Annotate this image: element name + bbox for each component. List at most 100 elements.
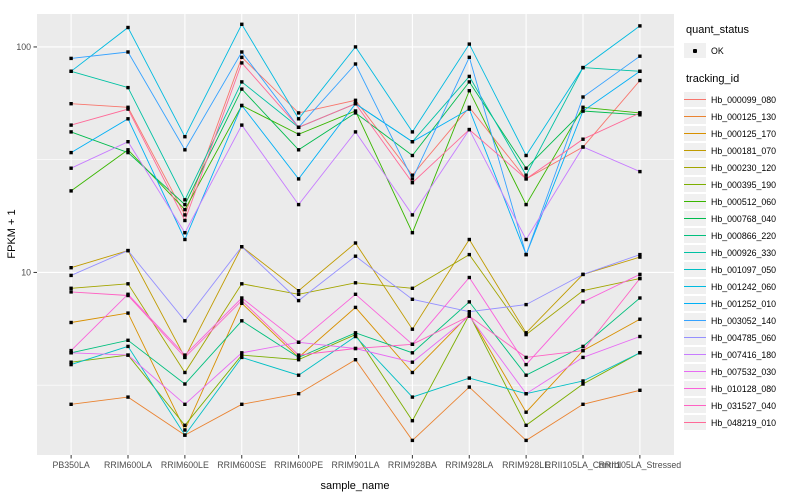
legend-label: Hb_004785_060 bbox=[711, 332, 777, 343]
data-point bbox=[467, 74, 471, 79]
line-key-icon bbox=[684, 92, 706, 107]
legend-label: Hb_000512_060 bbox=[711, 196, 777, 207]
legend: quant_status OK tracking_id Hb_000099_08… bbox=[684, 24, 796, 431]
data-point bbox=[410, 297, 415, 301]
data-point bbox=[183, 213, 187, 217]
legend-entry-Hb_048219_010: Hb_048219_010 bbox=[684, 414, 796, 431]
data-point bbox=[296, 292, 301, 296]
data-point bbox=[353, 98, 358, 102]
data-point bbox=[183, 207, 187, 212]
data-point bbox=[524, 202, 528, 207]
data-point bbox=[410, 286, 415, 290]
line-key-icon bbox=[684, 160, 706, 175]
data-point bbox=[524, 410, 528, 414]
data-point bbox=[183, 202, 187, 207]
data-point bbox=[524, 177, 528, 181]
data-point bbox=[353, 109, 358, 113]
data-point bbox=[353, 292, 358, 296]
data-point bbox=[126, 50, 130, 54]
data-point bbox=[638, 317, 642, 321]
data-point bbox=[126, 117, 130, 121]
data-point bbox=[467, 55, 471, 59]
x-tick-label: RRIM928LA bbox=[445, 460, 493, 470]
data-point bbox=[69, 348, 73, 353]
data-point bbox=[410, 438, 415, 443]
data-point bbox=[524, 173, 528, 177]
data-point bbox=[467, 275, 471, 280]
data-point bbox=[353, 334, 358, 339]
data-point bbox=[524, 373, 528, 377]
data-point bbox=[126, 338, 130, 342]
data-point bbox=[410, 213, 415, 217]
data-point bbox=[240, 80, 244, 84]
data-point bbox=[524, 166, 528, 170]
data-point bbox=[126, 140, 130, 144]
data-point bbox=[467, 237, 471, 242]
legend-label: Hb_001252_010 bbox=[711, 298, 777, 309]
legend-entry-Hb_000866_220: Hb_000866_220 bbox=[684, 227, 796, 244]
legend-entry-Hb_001252_010: Hb_001252_010 bbox=[684, 295, 796, 312]
legend-label: Hb_000181_070 bbox=[711, 145, 777, 156]
data-point bbox=[467, 89, 471, 93]
legend-label: Hb_007416_180 bbox=[711, 349, 777, 360]
legend-entry-Hb_004785_060: Hb_004785_060 bbox=[684, 329, 796, 346]
line-key-icon bbox=[684, 245, 706, 260]
data-point bbox=[296, 355, 301, 360]
data-point bbox=[69, 266, 73, 270]
data-point bbox=[581, 109, 585, 113]
data-point bbox=[69, 320, 73, 325]
line-key-icon bbox=[684, 415, 706, 430]
data-point bbox=[240, 87, 244, 91]
data-point bbox=[524, 438, 528, 443]
data-point bbox=[126, 248, 130, 253]
data-point bbox=[638, 296, 642, 300]
data-point bbox=[410, 153, 415, 158]
data-point bbox=[296, 117, 301, 121]
data-point bbox=[240, 298, 244, 303]
data-point bbox=[353, 45, 358, 49]
legend-entry-Hb_000181_070: Hb_000181_070 bbox=[684, 142, 796, 159]
y-axis-title: FPKM + 1 bbox=[6, 209, 18, 258]
data-point bbox=[524, 392, 528, 396]
data-point bbox=[240, 245, 244, 249]
x-tick-label: RRIM928BA bbox=[388, 460, 437, 470]
data-point bbox=[183, 319, 187, 323]
data-point bbox=[296, 111, 301, 115]
data-point bbox=[410, 181, 415, 185]
data-point bbox=[410, 395, 415, 399]
data-point bbox=[353, 346, 358, 351]
x-tick-label: RRIM600PE bbox=[274, 460, 323, 470]
data-point bbox=[467, 127, 471, 132]
data-point bbox=[524, 423, 528, 427]
data-point bbox=[524, 252, 528, 257]
legend-entry-Hb_000512_060: Hb_000512_060 bbox=[684, 193, 796, 210]
line-key-icon bbox=[684, 211, 706, 226]
data-point bbox=[410, 327, 415, 331]
legend-entry-Hb_000099_080: Hb_000099_080 bbox=[684, 91, 796, 108]
data-point bbox=[581, 379, 585, 383]
data-point bbox=[524, 237, 528, 242]
data-point bbox=[126, 85, 130, 90]
data-point bbox=[581, 348, 585, 353]
data-point bbox=[69, 351, 73, 355]
data-point bbox=[240, 282, 244, 286]
line-key-icon bbox=[684, 194, 706, 209]
data-point bbox=[581, 65, 585, 70]
data-point bbox=[69, 166, 73, 170]
legend-label-ok: OK bbox=[711, 45, 724, 56]
data-point bbox=[69, 130, 73, 134]
data-point bbox=[524, 302, 528, 307]
data-point bbox=[240, 351, 244, 355]
legend-entry-Hb_000395_190: Hb_000395_190 bbox=[684, 176, 796, 193]
data-point bbox=[183, 231, 187, 235]
data-point bbox=[69, 286, 73, 290]
data-point bbox=[296, 340, 301, 344]
data-point bbox=[240, 301, 244, 305]
legend-label: Hb_001097_050 bbox=[711, 264, 777, 275]
data-point bbox=[183, 382, 187, 386]
data-point bbox=[410, 370, 415, 375]
legend-label: Hb_010128_080 bbox=[711, 383, 777, 394]
line-key-icon bbox=[684, 109, 706, 124]
data-point bbox=[467, 300, 471, 304]
